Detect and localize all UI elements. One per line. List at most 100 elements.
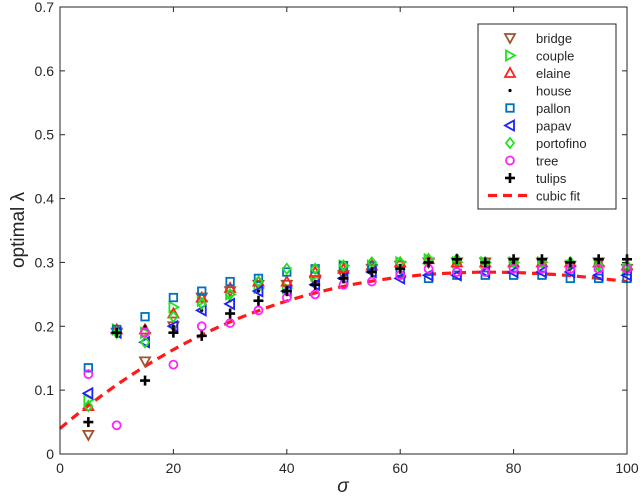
point-tree xyxy=(83,369,94,380)
point-tree xyxy=(366,276,377,287)
legend-marker-tree xyxy=(505,155,515,166)
point-tulips xyxy=(480,257,491,268)
legend-marker-bridge xyxy=(503,33,517,45)
x-tick-label: 100 xyxy=(615,460,639,476)
point-tulips xyxy=(253,295,264,306)
point-portofino xyxy=(593,259,604,273)
point-tree xyxy=(310,289,321,300)
point-pallon xyxy=(83,363,93,373)
point-tree xyxy=(225,318,236,328)
point-portofino xyxy=(253,275,264,289)
point-tree xyxy=(168,359,179,370)
point-papav xyxy=(535,265,547,279)
x-tick-label: 0 xyxy=(56,460,64,476)
legend-label: bridge xyxy=(536,31,572,46)
point-portofino xyxy=(536,255,548,269)
point-tulips xyxy=(338,273,349,284)
x-tick-label: 20 xyxy=(166,460,182,476)
y-tick-label: 0.1 xyxy=(35,382,55,398)
point-pallon xyxy=(140,312,150,322)
legend-label: portofino xyxy=(536,136,587,151)
y-axis-label: optimal λ xyxy=(8,191,29,268)
point-tree xyxy=(537,263,547,274)
point-tulips xyxy=(196,330,207,341)
point-tulips xyxy=(366,267,377,278)
point-tulips xyxy=(451,254,462,265)
point-tree xyxy=(480,267,491,277)
point-tree xyxy=(253,305,264,316)
point-portofino xyxy=(309,262,321,276)
fit-layer xyxy=(58,270,628,430)
legend-label: tree xyxy=(536,154,558,169)
point-tree xyxy=(508,263,519,274)
legend-marker-house xyxy=(508,88,512,93)
legend-box xyxy=(477,23,617,210)
point-tulips xyxy=(111,327,122,338)
point-bridge xyxy=(81,429,95,442)
y-tick-label: 0.6 xyxy=(35,63,55,79)
point-elaine xyxy=(195,290,209,303)
point-elaine xyxy=(166,306,180,319)
legend-marker-tulips xyxy=(505,173,515,183)
x-tick-label: 60 xyxy=(392,460,408,476)
cubic-fit-line xyxy=(58,270,628,430)
y-tick-label: 0 xyxy=(46,446,54,462)
point-tulips xyxy=(281,286,292,297)
point-house xyxy=(256,289,261,293)
point-pallon xyxy=(253,273,264,284)
point-pallon xyxy=(225,276,235,287)
y-ticks: 0 0.1 0.2 0.3 0.4 0.5 0.6 0.7 xyxy=(35,0,627,462)
plot-frame xyxy=(59,6,628,455)
legend-label: house xyxy=(536,84,571,99)
point-papav xyxy=(393,271,406,285)
y-tick-label: 0.2 xyxy=(35,318,55,334)
legend-marker-pallon xyxy=(505,103,515,113)
point-portofino xyxy=(83,399,94,413)
point-tulips xyxy=(225,308,236,319)
point-portofino xyxy=(281,262,292,276)
legend-label: elaine xyxy=(536,66,571,81)
point-papav xyxy=(563,265,576,279)
y-tick-label: 0.7 xyxy=(35,0,55,15)
legend-label: papav xyxy=(536,119,572,134)
point-portofino xyxy=(139,335,151,349)
point-tulips xyxy=(395,263,406,274)
point-portofino xyxy=(224,287,236,301)
point-elaine xyxy=(592,255,606,268)
point-tulips xyxy=(508,254,519,265)
point-pallon xyxy=(197,286,207,296)
point-tree xyxy=(140,327,150,338)
x-tick-label: 80 xyxy=(506,460,522,476)
x-ticks: 0 20 40 60 80 100 xyxy=(56,7,639,476)
point-tulips xyxy=(593,254,604,265)
legend-label: pallon xyxy=(536,101,571,116)
point-portofino xyxy=(508,255,519,269)
point-tulips xyxy=(83,417,94,428)
legend-label: couple xyxy=(536,49,574,64)
point-bridge xyxy=(138,356,152,369)
legend-label: cubic fit xyxy=(536,189,580,204)
legend-label: tulips xyxy=(536,171,567,186)
point-tulips xyxy=(140,375,151,386)
point-tulips xyxy=(565,257,576,268)
legend-marker-elaine xyxy=(503,66,517,78)
legend-marker-couple xyxy=(505,48,517,63)
point-portofino xyxy=(338,259,349,273)
legend-marker-papav xyxy=(503,118,515,133)
point-tulips xyxy=(423,257,434,268)
point-pallon xyxy=(282,267,292,277)
point-tulips xyxy=(310,279,321,290)
point-papav xyxy=(506,265,519,279)
legend-marker-portofino xyxy=(504,136,516,150)
point-tulips xyxy=(168,327,179,338)
y-tick-label: 0.3 xyxy=(35,254,55,270)
point-papav xyxy=(251,284,264,298)
point-pallon xyxy=(168,292,179,303)
y-tick-label: 0.4 xyxy=(35,191,55,207)
x-tick-label: 40 xyxy=(279,460,295,476)
y-tick-label: 0.5 xyxy=(35,127,55,143)
point-house xyxy=(143,324,147,328)
point-tree xyxy=(111,420,122,431)
point-papav xyxy=(450,268,462,282)
